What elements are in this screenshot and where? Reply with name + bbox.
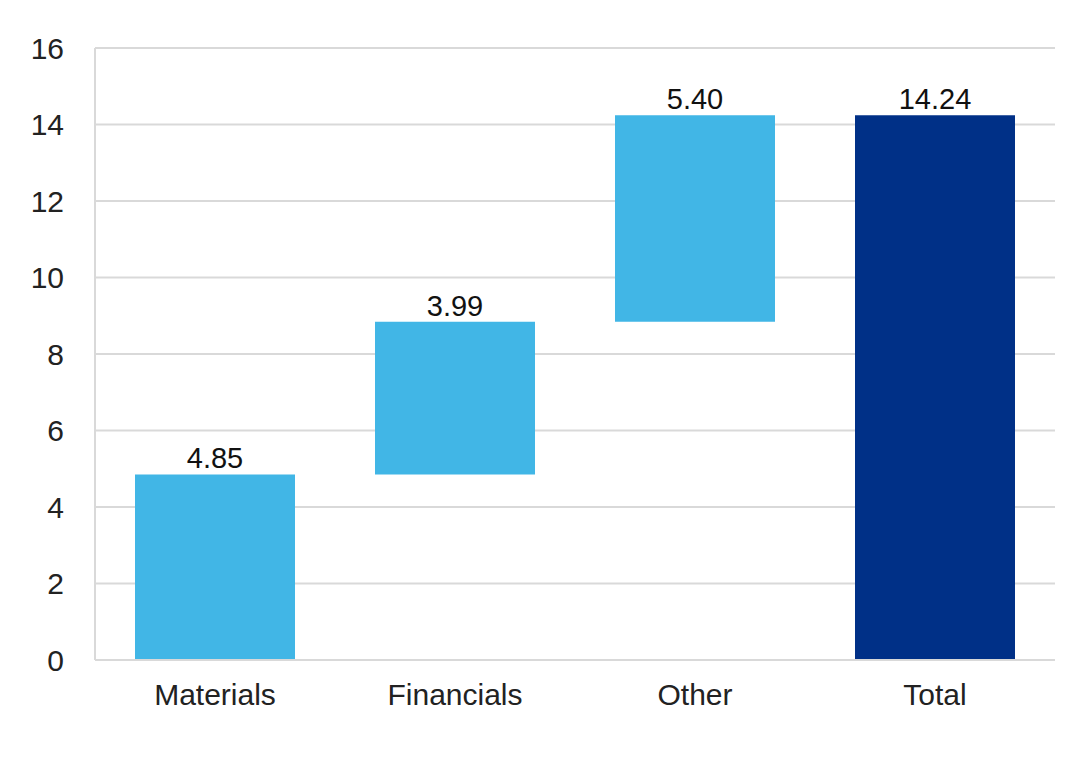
svg-text:5.40: 5.40 [667,83,723,115]
svg-text:3.99: 3.99 [427,290,483,322]
svg-text:12: 12 [31,185,64,218]
svg-text:4.85: 4.85 [187,442,243,474]
svg-text:10: 10 [31,261,64,294]
svg-text:Financials: Financials [387,678,522,711]
svg-text:4: 4 [47,491,64,524]
svg-text:14.24: 14.24 [899,83,972,115]
svg-text:Other: Other [657,678,732,711]
svg-text:Materials: Materials [154,678,276,711]
svg-text:Total: Total [903,678,966,711]
svg-text:8: 8 [47,338,64,371]
svg-text:16: 16 [31,32,64,65]
svg-text:0: 0 [47,644,64,677]
svg-text:14: 14 [31,108,64,141]
svg-text:2: 2 [47,567,64,600]
svg-text:6: 6 [47,414,64,447]
